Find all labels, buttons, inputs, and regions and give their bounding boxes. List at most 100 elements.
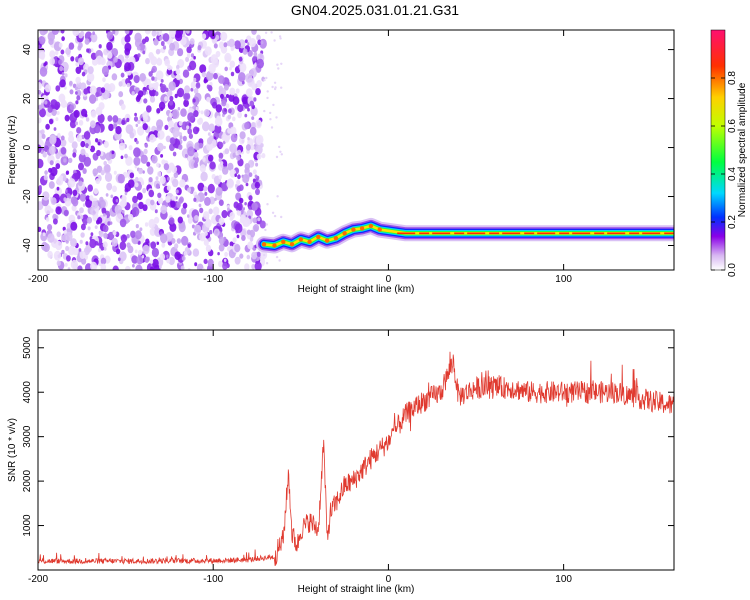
noise-blob xyxy=(225,55,230,62)
noise-blob xyxy=(244,263,250,270)
noise-blob xyxy=(203,186,208,192)
noise-blob xyxy=(89,145,96,153)
noise-blob xyxy=(232,116,236,122)
noise-blob xyxy=(157,130,165,140)
noise-blob xyxy=(204,191,208,196)
noise-blob xyxy=(271,211,275,214)
noise-blob xyxy=(38,132,42,138)
noise-blob xyxy=(84,38,90,45)
noise-blob xyxy=(162,33,170,42)
noise-blob xyxy=(177,107,181,111)
noise-blob xyxy=(115,248,121,255)
noise-blob xyxy=(185,30,190,34)
noise-blob xyxy=(155,48,161,55)
signal-trace-hotspot xyxy=(307,239,312,244)
noise-blob xyxy=(44,170,48,176)
noise-blob xyxy=(168,256,175,266)
noise-blob xyxy=(107,51,113,59)
noise-blob xyxy=(208,63,216,74)
noise-blob xyxy=(229,211,235,220)
noise-blob xyxy=(56,260,61,267)
noise-blob xyxy=(131,206,140,217)
noise-blob xyxy=(38,93,41,98)
noise-blob xyxy=(49,135,57,145)
noise-blob xyxy=(77,265,83,270)
noise-blob xyxy=(187,112,195,122)
noise-blob xyxy=(140,180,145,186)
noise-blob xyxy=(135,176,139,182)
noise-blob xyxy=(148,83,155,91)
x-tick-label: 0 xyxy=(386,574,392,585)
noise-blob xyxy=(275,116,278,119)
noise-blob xyxy=(164,96,168,102)
noise-blob xyxy=(224,135,230,143)
noise-blob xyxy=(218,260,223,268)
chart-title: GN04.2025.031.01.21.G31 xyxy=(291,2,459,18)
noise-blob xyxy=(120,138,123,143)
noise-blob xyxy=(78,42,83,49)
noise-blob xyxy=(142,123,148,131)
noise-blob xyxy=(44,100,48,105)
noise-blob xyxy=(254,174,258,179)
noise-blob xyxy=(234,173,237,177)
noise-blob xyxy=(236,234,240,239)
noise-blob xyxy=(253,97,257,102)
noise-blob xyxy=(210,54,218,64)
noise-blob xyxy=(100,257,107,265)
noise-blob xyxy=(228,38,235,48)
noise-blob xyxy=(69,89,74,95)
noise-blob xyxy=(60,147,67,155)
top-x-axis-label: Height of straight line (km) xyxy=(298,284,415,295)
noise-blob xyxy=(237,104,244,113)
noise-blob xyxy=(194,262,198,267)
noise-blob xyxy=(256,251,261,257)
noise-blob xyxy=(247,137,250,141)
noise-blob xyxy=(47,105,53,113)
noise-blob xyxy=(84,113,88,118)
colorbar-tick-label: 0.4 xyxy=(727,167,738,181)
noise-blob xyxy=(185,56,190,63)
noise-blob xyxy=(135,140,139,145)
noise-blob xyxy=(111,73,118,81)
noise-blob xyxy=(254,261,262,270)
noise-blob xyxy=(124,153,128,159)
noise-blob xyxy=(149,259,154,264)
noise-blob xyxy=(157,197,164,205)
noise-blob xyxy=(226,178,234,189)
noise-blob xyxy=(207,183,215,194)
noise-blob xyxy=(68,135,75,144)
noise-blob xyxy=(244,121,250,130)
signal-trace-hotspot xyxy=(351,227,356,232)
noise-blob xyxy=(146,105,152,113)
noise-blob xyxy=(213,43,218,49)
noise-blob xyxy=(171,109,180,120)
noise-blob xyxy=(97,113,105,124)
noise-blob xyxy=(197,45,202,51)
x-tick-label: -200 xyxy=(28,274,48,285)
noise-blob xyxy=(172,178,179,188)
noise-blob xyxy=(51,30,60,35)
noise-blob xyxy=(65,245,70,252)
noise-blob xyxy=(92,31,95,36)
noise-blob xyxy=(137,53,141,58)
noise-blob xyxy=(47,250,53,259)
noise-blob xyxy=(144,222,149,227)
noise-blob xyxy=(203,258,208,265)
noise-blob xyxy=(180,36,187,46)
noise-blob xyxy=(180,265,185,270)
noise-blob xyxy=(60,30,65,34)
noise-blob xyxy=(47,233,55,243)
snr-series-line xyxy=(38,351,674,566)
colorbar-gradient xyxy=(710,29,726,271)
noise-blob xyxy=(161,242,166,248)
noise-blob xyxy=(206,96,211,103)
noise-blob xyxy=(131,255,138,264)
noise-blob xyxy=(57,132,61,138)
y-tick-label: -20 xyxy=(22,189,33,204)
noise-blob xyxy=(199,232,206,242)
noise-blob xyxy=(53,218,58,225)
noise-blob xyxy=(102,224,109,233)
bottom-x-axis-label: Height of straight line (km) xyxy=(298,584,415,595)
noise-blob xyxy=(102,213,106,217)
noise-blob xyxy=(150,241,157,249)
